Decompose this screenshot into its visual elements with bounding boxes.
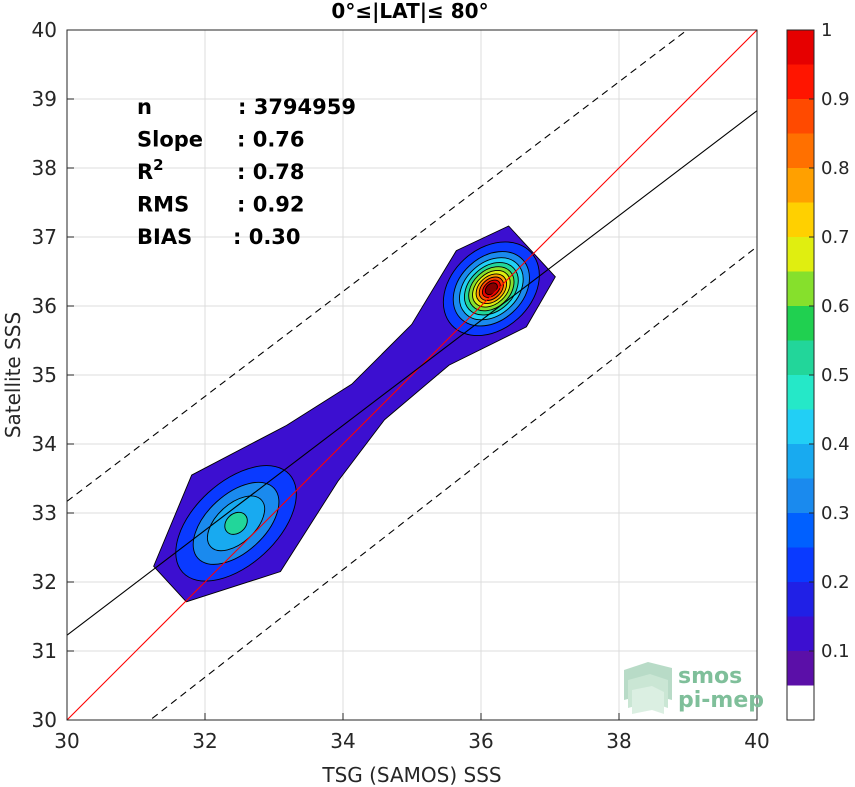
- colorbar-tick-label: 0.7: [821, 227, 850, 248]
- y-tick-label: 32: [32, 570, 57, 594]
- stat-label-superscript: 2: [153, 156, 163, 174]
- colorbar-tick-label: 0.3: [821, 503, 850, 524]
- density-contours: [153, 225, 556, 603]
- colorbar-band: [787, 513, 814, 548]
- colorbar-tick-label: 0.5: [821, 365, 850, 386]
- x-tick-label: 32: [192, 729, 217, 753]
- colorbar-tick-label: 0.8: [821, 158, 850, 179]
- y-tick-label: 36: [32, 294, 57, 318]
- stat-value: : 0.78: [237, 160, 305, 184]
- colorbar-band: [787, 168, 814, 203]
- x-tick-label: 36: [468, 729, 493, 753]
- colorbar-band: [787, 237, 814, 272]
- colorbar-band: [787, 340, 814, 375]
- colorbar-band: [787, 685, 814, 720]
- lower-lobe-level-10: [224, 511, 248, 535]
- colorbar-band: [787, 375, 814, 410]
- colorbar-tick-label: 0.1: [821, 641, 850, 662]
- colorbar-tick-label: 0.6: [821, 296, 850, 317]
- y-tick-label: 34: [32, 432, 57, 456]
- x-tick-label: 34: [330, 729, 355, 753]
- colorbar-tick-label: 0.9: [821, 89, 850, 110]
- colorbar-tick-label: 1: [821, 20, 832, 41]
- colorbar-tick-label: 0.4: [821, 434, 850, 455]
- y-tick-label: 31: [32, 639, 57, 663]
- chart-title: 0°≤|LAT|≤ 80°: [331, 0, 488, 23]
- stat-label: RMS: [137, 193, 189, 217]
- colorbar-band: [787, 202, 814, 237]
- y-tick-label: 39: [32, 87, 57, 111]
- y-tick-label: 37: [32, 225, 57, 249]
- y-tick-label: 40: [32, 18, 57, 42]
- colorbar-tick-label: 0.2: [821, 572, 850, 593]
- colorbar-band: [787, 64, 814, 99]
- x-tick-label: 40: [744, 729, 769, 753]
- stat-label: BIAS: [137, 225, 192, 249]
- y-tick-label: 30: [32, 708, 57, 732]
- y-tick-label: 35: [32, 363, 57, 387]
- colorbar-band: [787, 99, 814, 134]
- x-tick-label: 38: [606, 729, 631, 753]
- colorbar-band: [787, 616, 814, 651]
- y-axis: 30 31 32 33 34 35 36 37 38 39 40: [32, 18, 74, 732]
- y-tick-label: 33: [32, 501, 57, 525]
- stat-value: : 0.76: [237, 128, 305, 152]
- colorbar-band: [787, 478, 814, 513]
- line-one-to-one: [67, 30, 757, 720]
- x-tick-label: 30: [54, 729, 79, 753]
- stat-value: : 0.30: [233, 225, 301, 249]
- stat-label: n: [137, 95, 152, 119]
- colorbar: 0.1 0.2 0.3 0.4 0.5 0.6 0.7 0.8 0.9 1: [786, 20, 850, 721]
- reference-lines: [67, 30, 757, 720]
- y-tick-label: 38: [32, 156, 57, 180]
- line-upper-bound: [67, 30, 689, 502]
- colorbar-band: [787, 582, 814, 617]
- y-axis-label: Satellite SSS: [1, 312, 25, 438]
- colorbar-band: [787, 444, 814, 479]
- logo-text-smos: smos: [678, 664, 742, 689]
- smos-pi-mep-logo: smos pi-mep: [624, 662, 764, 714]
- stat-label: Slope: [137, 128, 203, 152]
- logo-waves-icon: [624, 662, 672, 714]
- line-lower-bound: [149, 246, 757, 720]
- x-axis-label: TSG (SAMOS) SSS: [321, 763, 501, 787]
- colorbar-band: [787, 409, 814, 444]
- lower-lobe: [224, 511, 248, 535]
- colorbar-band: [787, 651, 814, 686]
- colorbar-band: [787, 547, 814, 582]
- logo-text-pi-mep: pi-mep: [678, 688, 764, 713]
- colorbar-band: [787, 30, 814, 65]
- stat-value: : 3794959: [238, 95, 356, 119]
- x-axis: 30 32 34 36 38 40: [54, 713, 770, 753]
- colorbar-band: [787, 306, 814, 341]
- stat-value: : 0.92: [237, 193, 305, 217]
- line-regression: [67, 110, 757, 636]
- colorbar-band: [787, 133, 814, 168]
- colorbar-band: [787, 271, 814, 306]
